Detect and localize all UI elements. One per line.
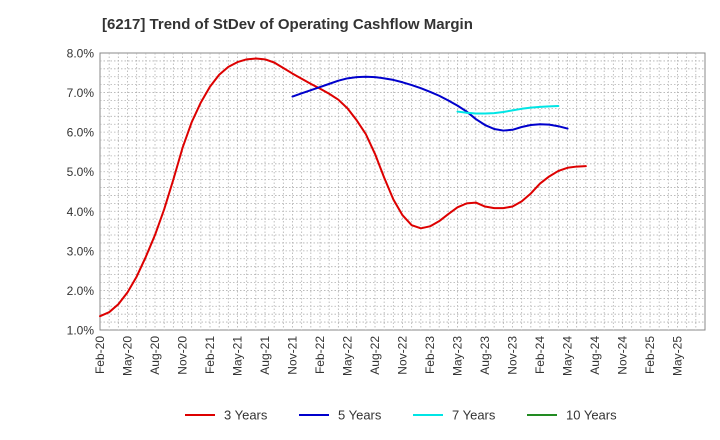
x-tick-label: May-23 bbox=[451, 336, 465, 376]
grid-layer bbox=[100, 53, 705, 330]
x-tick-label: Feb-23 bbox=[423, 336, 437, 374]
x-tick-label: Nov-24 bbox=[616, 336, 630, 375]
legend-label: 3 Years bbox=[224, 408, 268, 423]
legend-label: 7 Years bbox=[452, 408, 496, 423]
x-tick-label: May-22 bbox=[341, 336, 355, 376]
x-tick-label: Feb-20 bbox=[93, 336, 107, 374]
y-tick-label: 2.0% bbox=[67, 284, 95, 298]
x-tick-label: May-25 bbox=[671, 336, 685, 376]
y-tick-label: 5.0% bbox=[67, 165, 95, 179]
x-tick-label: Feb-21 bbox=[203, 336, 217, 374]
x-tick-label: Nov-20 bbox=[176, 336, 190, 375]
x-tick-label: Aug-20 bbox=[148, 336, 162, 375]
y-tick-label: 3.0% bbox=[67, 244, 95, 258]
x-tick-label: Aug-21 bbox=[258, 336, 272, 375]
y-tick-label: 6.0% bbox=[67, 126, 95, 140]
x-tick-label: Feb-25 bbox=[643, 336, 657, 374]
y-tick-label: 8.0% bbox=[67, 47, 95, 61]
legend-label: 5 Years bbox=[338, 408, 382, 423]
x-tick-label: Feb-24 bbox=[533, 336, 547, 374]
legend-layer: 3 Years 5 Years 7 Years 10 Years bbox=[185, 408, 617, 423]
x-tick-label: Aug-23 bbox=[478, 336, 492, 375]
x-tick-label: Aug-24 bbox=[588, 336, 602, 375]
y-tick-label: 1.0% bbox=[67, 324, 95, 338]
legend-label: 10 Years bbox=[566, 408, 617, 423]
x-tick-label: Feb-22 bbox=[313, 336, 327, 374]
x-tick-label: May-20 bbox=[121, 336, 135, 376]
x-tick-label: Nov-21 bbox=[286, 336, 300, 375]
y-tick-label: 4.0% bbox=[67, 205, 95, 219]
x-tick-label: Aug-22 bbox=[368, 336, 382, 375]
x-tick-label: May-24 bbox=[561, 336, 575, 376]
x-tick-label: Nov-23 bbox=[506, 336, 520, 375]
x-tick-label: Nov-22 bbox=[396, 336, 410, 375]
y-tick-label: 7.0% bbox=[67, 86, 95, 100]
x-tick-label: May-21 bbox=[231, 336, 245, 376]
